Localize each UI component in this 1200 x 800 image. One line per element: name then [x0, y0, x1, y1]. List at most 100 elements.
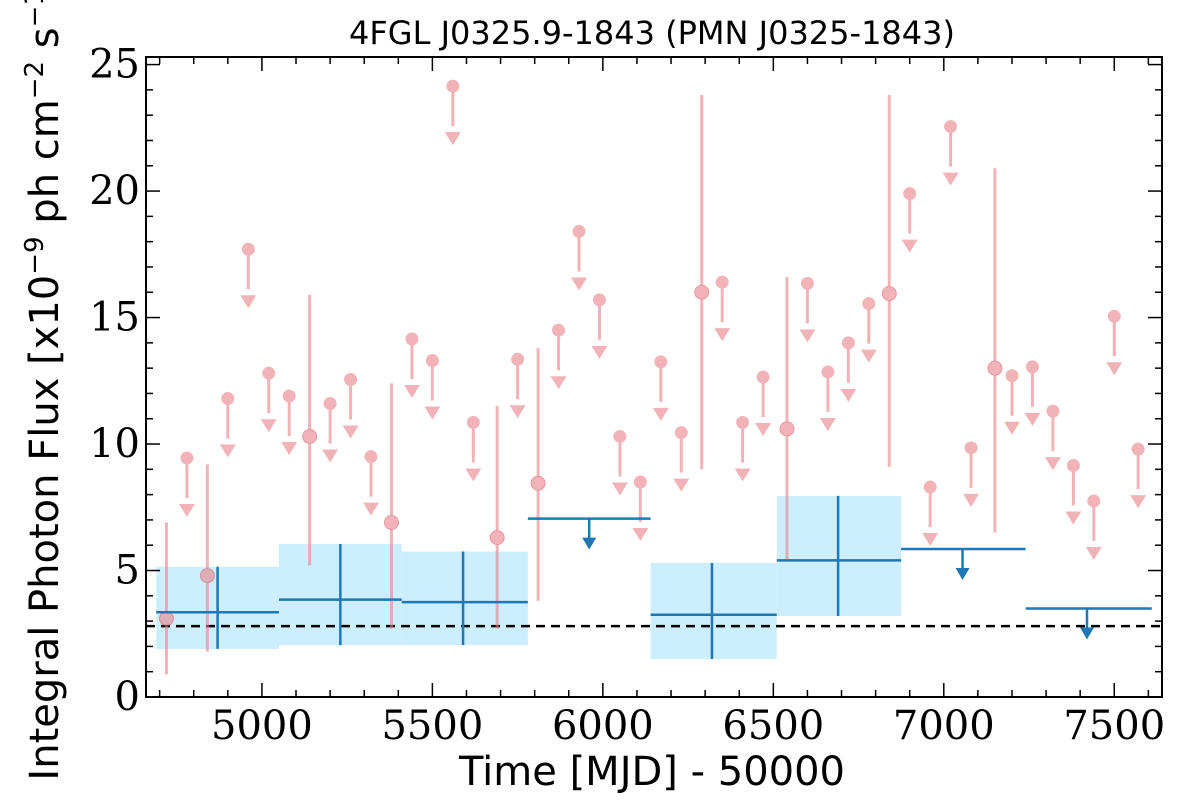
- short-bin-upper-limit: [1085, 494, 1102, 560]
- x-tick-label: 5500: [381, 703, 483, 749]
- long-bin-upper-limit-arrow: [955, 568, 970, 581]
- long-bin-upper-limit: [1025, 607, 1152, 640]
- short-bin-upper-limit-arrow: [1085, 546, 1102, 560]
- short-bin-upper-limit-arrow: [1024, 412, 1041, 426]
- y-tick-label: 20: [89, 168, 140, 214]
- short-bin-upper-limit-arrow: [1106, 362, 1123, 376]
- short-bin-upper-limit-arrow: [922, 533, 939, 547]
- short-bin-upper-limit: [963, 441, 980, 507]
- short-bin-upper-limit: [1106, 309, 1123, 376]
- short-bin-upper-limit: [1003, 369, 1020, 435]
- short-bin-upper-limit-point: [821, 365, 835, 379]
- short-bin-upper-limit-arrow: [799, 329, 816, 343]
- short-bin-upper-limit-arrow: [840, 388, 857, 402]
- short-bin-upper-limit-point: [323, 397, 337, 411]
- short-bin-upper-limit: [632, 475, 649, 541]
- short-bin-point: [694, 284, 710, 300]
- x-tick-label: 6000: [552, 703, 654, 749]
- y-tick-label: 10: [89, 421, 140, 467]
- short-bin-upper-limit: [1024, 360, 1041, 426]
- long-bin-upper-limit: [527, 517, 651, 550]
- short-bin-upper-limit-arrow: [1003, 421, 1020, 435]
- short-bin-upper-limit: [178, 451, 195, 517]
- short-bin-point: [987, 360, 1003, 376]
- long-bin-band: [401, 551, 528, 646]
- y-tick-label: 15: [89, 295, 140, 341]
- short-bin-upper-limit-point: [552, 323, 566, 337]
- y-axis-label: Integral Photon Flux [x10−9 ph cm−2 s−1]: [20, 0, 68, 781]
- short-bin-upper-limit-point: [241, 242, 255, 256]
- short-bin-upper-limit-arrow: [465, 468, 482, 482]
- short-bin-upper-limit-point: [964, 441, 978, 455]
- short-bin-point: [158, 611, 174, 627]
- short-bin-detection: [530, 347, 546, 601]
- chart-title: 4FGL J0325.9-1843 (PMN J0325-1843): [349, 14, 955, 52]
- short-bin-upper-limit-point: [221, 392, 235, 406]
- plot-frame: [145, 56, 1163, 698]
- short-bin-upper-limit: [860, 297, 877, 363]
- long-bin-detection: [776, 495, 902, 617]
- short-bin-point: [302, 428, 318, 444]
- short-bin-upper-limit-point: [613, 429, 627, 443]
- short-bin-upper-limit-arrow: [1044, 457, 1061, 471]
- short-bin-upper-limit: [444, 79, 461, 146]
- short-bin-upper-limit: [322, 397, 339, 463]
- short-bin-upper-limit-point: [923, 480, 937, 494]
- plot-area: [146, 79, 1162, 675]
- short-bin-upper-limit-arrow: [755, 423, 772, 436]
- short-bin-upper-limit-point: [903, 187, 917, 201]
- short-bin-upper-limit-arrow: [550, 376, 567, 390]
- short-bin-upper-limit-arrow: [942, 172, 959, 186]
- short-bin-upper-limit-point: [1025, 360, 1039, 374]
- short-bin-upper-limit: [673, 426, 690, 492]
- short-bin-upper-limit-point: [405, 332, 419, 346]
- short-bin-upper-limit-point: [592, 293, 606, 307]
- short-bin-upper-limit-point: [1087, 494, 1101, 508]
- short-bin-detection: [881, 94, 897, 467]
- short-bin-upper-limit: [219, 392, 236, 458]
- short-bin-upper-limit-arrow: [178, 503, 195, 517]
- short-bin-upper-limit: [1044, 404, 1061, 471]
- short-bin-detection: [199, 464, 215, 652]
- x-tick-label: 5000: [211, 703, 313, 749]
- short-bin-upper-limit-arrow: [281, 441, 298, 455]
- short-bin-upper-limit: [652, 355, 669, 421]
- short-bin-upper-limit-arrow: [901, 239, 918, 253]
- short-bin-upper-limit-point: [466, 416, 480, 430]
- short-bin-upper-limit-point: [862, 297, 876, 311]
- short-bin-upper-limit-arrow: [342, 425, 359, 439]
- short-bin-upper-limit: [403, 332, 420, 399]
- short-bin-upper-limit: [550, 323, 567, 390]
- short-bin-upper-limit-arrow: [819, 417, 836, 431]
- short-bin-upper-limit: [1130, 442, 1147, 509]
- short-bin-upper-limit: [509, 352, 526, 419]
- y-tick-label: 25: [89, 42, 140, 88]
- long-bin-detection: [650, 562, 777, 660]
- short-bin-upper-limit-point: [756, 370, 770, 384]
- y-tick-label: 5: [115, 548, 140, 594]
- short-bin-upper-limit-point: [344, 373, 358, 387]
- short-bin-upper-limit-arrow: [673, 478, 690, 492]
- short-bin-upper-limit: [922, 480, 939, 547]
- short-bin-detection: [158, 522, 174, 675]
- short-bin-upper-limit-arrow: [963, 493, 980, 507]
- short-bin-upper-limit: [465, 416, 482, 482]
- short-bin-upper-limit: [714, 275, 731, 342]
- short-bin-upper-limit-point: [736, 416, 750, 430]
- short-bin-point: [779, 421, 795, 437]
- short-bin-point: [881, 286, 897, 302]
- short-bin-upper-limit-point: [446, 79, 460, 93]
- short-bin-upper-limit-point: [841, 336, 855, 350]
- short-bin-upper-limit-arrow: [424, 406, 441, 420]
- short-bin-upper-limit-arrow: [240, 295, 257, 309]
- short-bin-upper-limit: [942, 120, 959, 186]
- short-bin-point: [530, 475, 546, 491]
- x-tick-label: 6500: [722, 703, 824, 749]
- short-bin-upper-limit-point: [572, 225, 586, 239]
- short-bin-detection: [987, 168, 1003, 533]
- x-axis-label: Time [MJD] - 50000: [458, 749, 845, 795]
- short-bin-upper-limit-arrow: [591, 345, 608, 359]
- short-bin-upper-limit-arrow: [632, 527, 649, 541]
- x-tick-label: 7000: [893, 703, 995, 749]
- short-bin-upper-limit-point: [282, 389, 296, 403]
